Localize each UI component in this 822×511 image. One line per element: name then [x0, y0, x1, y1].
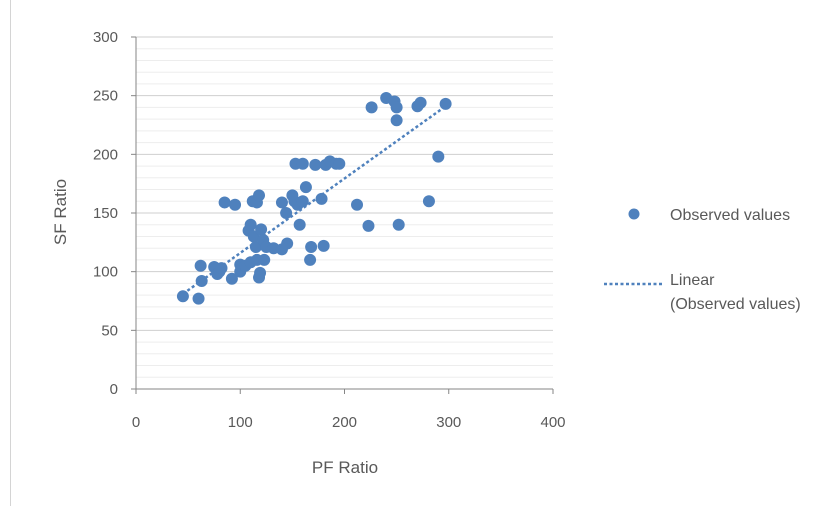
data-point [439, 97, 452, 110]
x-tick-label: 400 [540, 414, 565, 431]
legend-label-observed: Observed values [670, 207, 790, 224]
data-point [293, 218, 306, 231]
x-axis-title: PF Ratio [312, 458, 378, 477]
data-point [194, 259, 207, 272]
x-tick-label: 0 [132, 414, 140, 431]
data-point [304, 253, 317, 266]
legend-label-linear-line: (Observed values) [670, 296, 801, 313]
grid-layer [136, 36, 553, 378]
data-point [244, 218, 257, 231]
data-point [192, 292, 205, 305]
data-point [432, 150, 445, 163]
data-point [317, 239, 330, 252]
trendline [182, 105, 447, 295]
data-point [309, 158, 322, 171]
data-point [299, 181, 312, 194]
data-point [365, 101, 378, 114]
data-point [281, 237, 294, 250]
y-tick-label: 0 [110, 381, 118, 398]
data-point [255, 223, 268, 236]
data-point [195, 275, 208, 288]
data-point [362, 219, 375, 232]
x-tick-label: 200 [332, 414, 357, 431]
y-tick-label: 300 [93, 29, 118, 46]
data-point [390, 114, 403, 127]
legend: Observed values Linear (Observed values) [604, 207, 801, 313]
data-point [392, 218, 405, 231]
data-point [225, 272, 238, 285]
data-point [422, 195, 435, 208]
legend-marker-observed [628, 208, 640, 220]
legend-label-linear-line: Linear [670, 272, 715, 289]
axis-layer: 0 50 100 150 200 250 300 0 100 200 300 400 [93, 29, 566, 431]
data-point [296, 195, 309, 208]
data-point [258, 253, 271, 266]
data-point [390, 101, 403, 114]
data-point [305, 241, 318, 254]
data-point [280, 207, 293, 219]
y-tick-label: 50 [101, 322, 118, 339]
data-point [254, 266, 267, 279]
data-point [351, 198, 364, 211]
x-tick-label: 100 [228, 414, 253, 431]
data-point [315, 192, 328, 205]
x-tick-label: 300 [436, 414, 461, 431]
trendline-layer [182, 105, 447, 295]
data-point [218, 196, 231, 209]
data-point [229, 198, 242, 211]
y-tick-label: 150 [93, 205, 118, 222]
data-point [414, 96, 427, 109]
data-point [176, 290, 189, 303]
data-point [253, 189, 266, 202]
y-tick-label: 100 [93, 264, 118, 281]
legend-label-linear: Linear (Observed values) [670, 272, 801, 313]
y-tick-label: 250 [93, 88, 118, 105]
y-tick-label: 200 [93, 146, 118, 163]
data-point [275, 196, 288, 209]
data-point [215, 262, 228, 275]
data-point [333, 157, 346, 170]
points-layer [176, 92, 452, 305]
chart-left-border [10, 0, 11, 506]
data-point [296, 157, 309, 170]
y-axis-title: SF Ratio [51, 179, 70, 245]
